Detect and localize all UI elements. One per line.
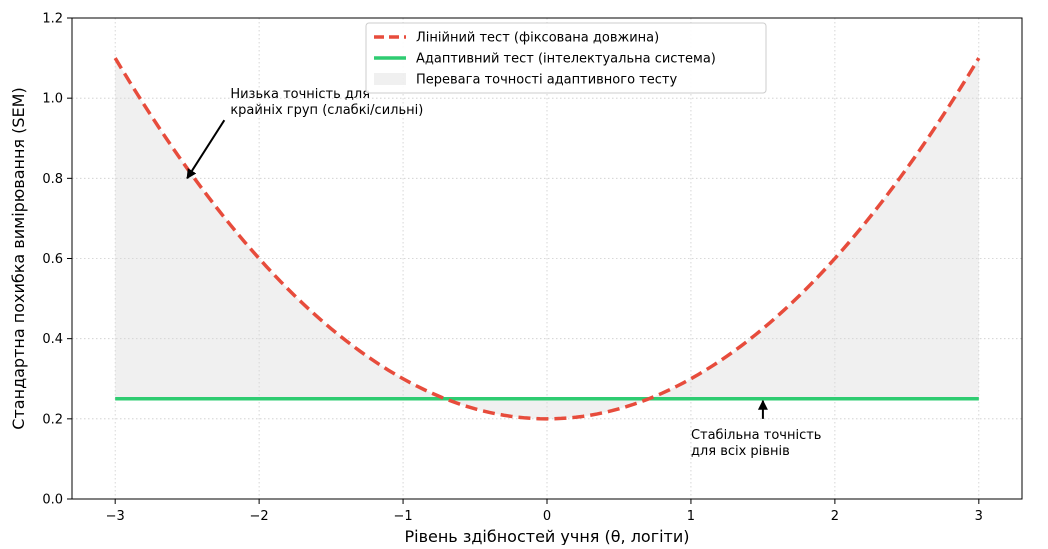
annotation-text-line: Стабільна точність <box>691 428 822 443</box>
legend-label: Лінійний тест (фіксована довжина) <box>416 31 659 46</box>
annotation-text-line: крайніх груп (слабкі/сильні) <box>230 103 423 118</box>
x-tick-label: 0 <box>543 509 551 524</box>
annotation-text-line: Низька точність для <box>230 87 370 102</box>
x-tick-label: −1 <box>393 509 412 524</box>
x-tick-label: 2 <box>831 509 839 524</box>
y-tick-label: 0.2 <box>42 412 63 427</box>
annotation-arrow <box>187 120 224 178</box>
legend-swatch-patch <box>374 73 406 85</box>
y-tick-label: 0.4 <box>42 332 63 347</box>
y-tick-label: 0.6 <box>42 252 63 267</box>
x-axis-label: Рівень здібностей учня (θ, логіти) <box>404 527 689 545</box>
y-tick-label: 0.8 <box>42 172 63 187</box>
legend-item-advantage: Перевага точності адаптивного тесту <box>374 73 677 88</box>
x-tick-label: 3 <box>975 509 983 524</box>
annotation-text-line: для всіх рівнів <box>691 444 790 459</box>
legend-label: Адаптивний тест (інтелектуальна система) <box>416 52 716 67</box>
x-tick-label: 1 <box>687 509 695 524</box>
x-tick-label: −2 <box>250 509 269 524</box>
legend-layer: Лінійний тест (фіксована довжина) Адаптив… <box>366 23 766 93</box>
y-tick-label: 1.2 <box>42 12 63 27</box>
y-tick-label: 1.0 <box>42 92 63 107</box>
legend-label: Перевага точності адаптивного тесту <box>416 73 677 88</box>
legend-item-adaptive: Адаптивний тест (інтелектуальна система) <box>374 52 716 67</box>
x-tick-label: −3 <box>106 509 125 524</box>
y-axis-label: Стандартна похибка вимірювання (SEM) <box>9 87 28 429</box>
legend-item-linear: Лінійний тест (фіксована довжина) <box>374 31 659 46</box>
y-tick-label: 0.0 <box>42 493 63 508</box>
